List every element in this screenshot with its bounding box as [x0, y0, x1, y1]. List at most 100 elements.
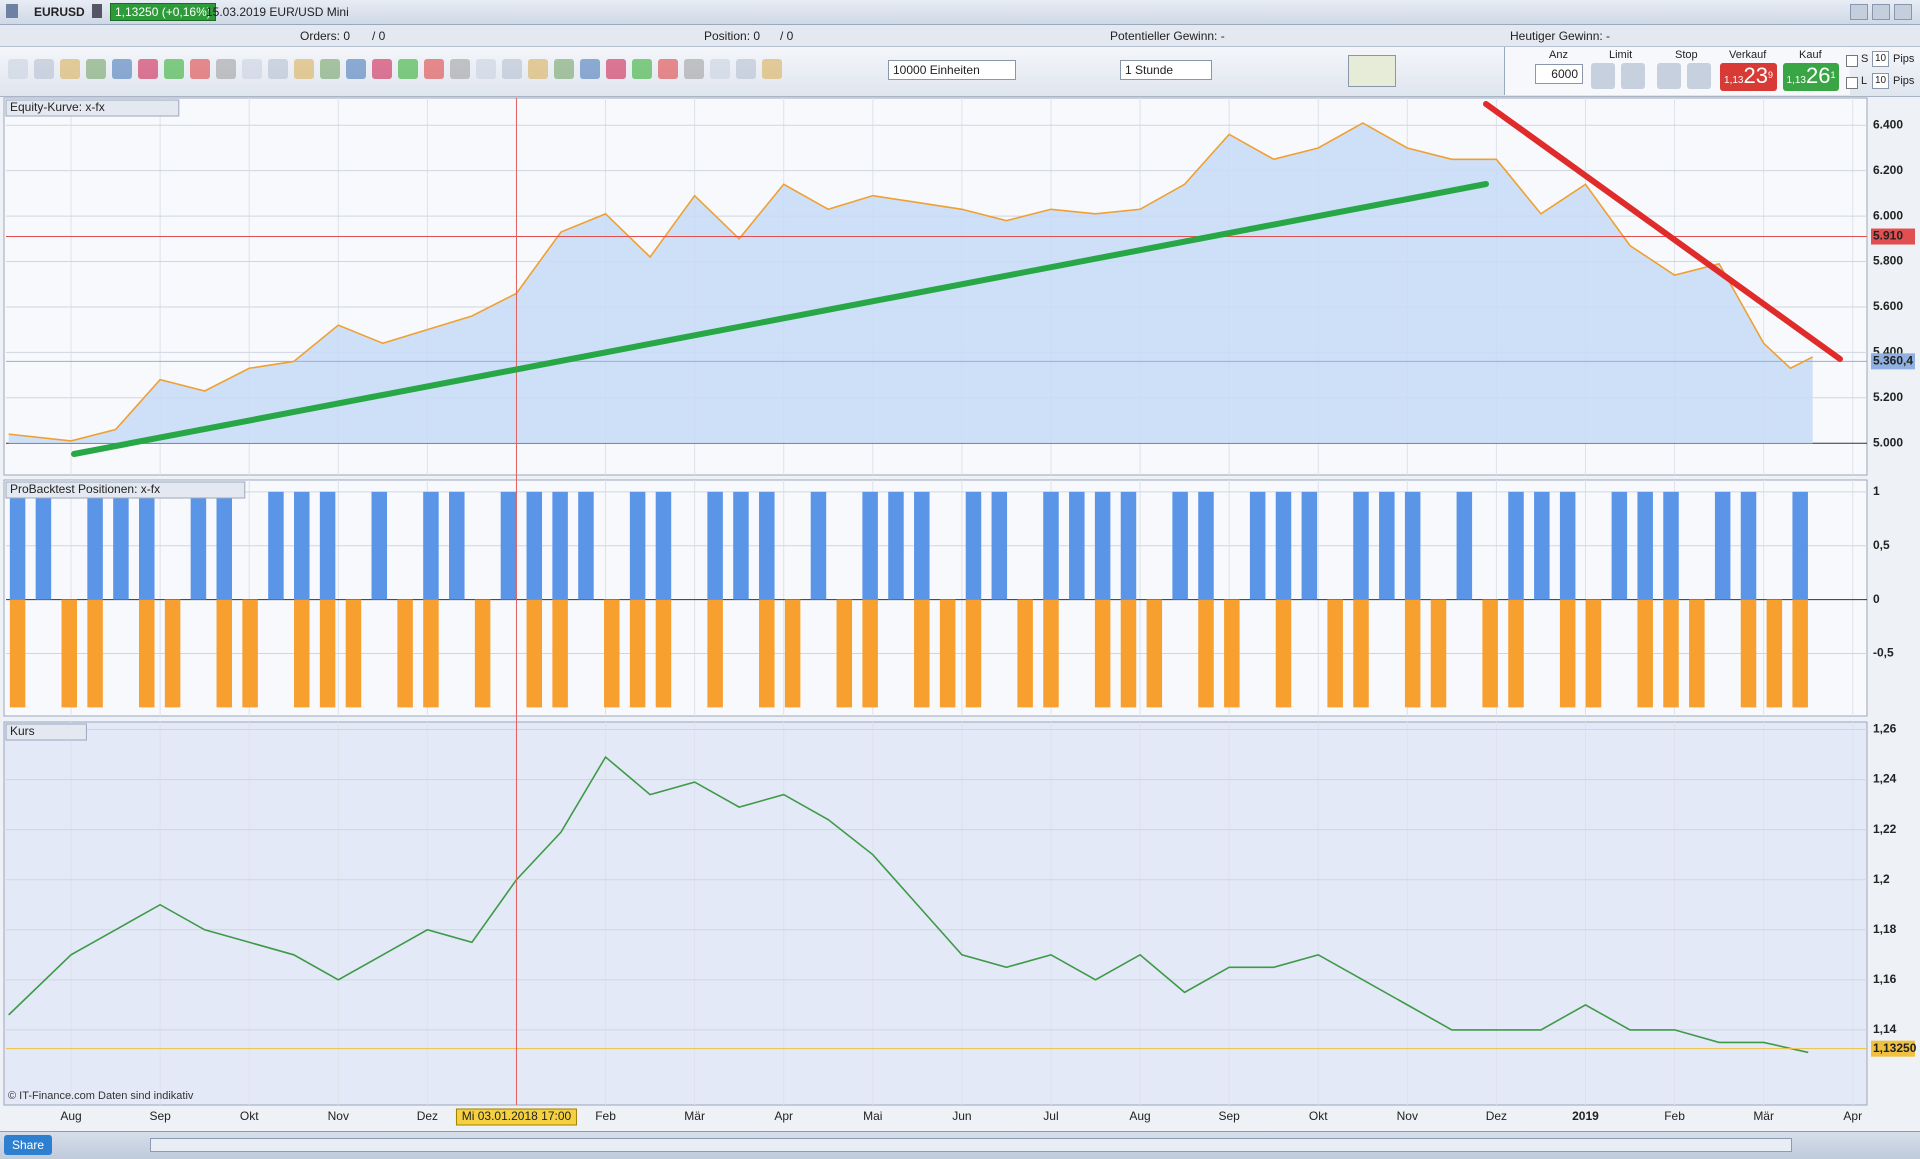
y-tick-label: 6.000 [1873, 208, 1903, 222]
position-bar [1069, 491, 1085, 600]
tool-icon[interactable] [60, 59, 80, 79]
limit-button[interactable] [1591, 63, 1615, 89]
tool-icon[interactable] [736, 59, 756, 79]
panel-title-box [5, 99, 180, 117]
tool-icon[interactable] [606, 59, 626, 79]
x-tick-label: Mär [1753, 1109, 1774, 1123]
tool-icon[interactable] [710, 59, 730, 79]
position-bar [9, 599, 26, 708]
tool-icon[interactable] [346, 59, 366, 79]
position-bar [1740, 599, 1757, 708]
y-tick-label: 1,26 [1873, 722, 1897, 736]
tool-icon[interactable] [320, 59, 340, 79]
trend-line-down [1483, 101, 1843, 362]
tool-icon[interactable] [580, 59, 600, 79]
window-button[interactable] [1872, 4, 1890, 20]
tool-icon[interactable] [554, 59, 574, 79]
stop-button[interactable] [1687, 63, 1711, 89]
tool-icon[interactable] [658, 59, 678, 79]
price-line [8, 755, 1809, 1054]
s-label: S [1861, 53, 1869, 65]
tool-icon[interactable] [528, 59, 548, 79]
tool-icon[interactable] [112, 59, 132, 79]
anz-input[interactable]: 6000 [1535, 64, 1583, 84]
status-bar: Orders: 0 / 0 Position: 0 / 0 Potentiell… [0, 25, 1920, 47]
position-bar [113, 491, 129, 600]
x-tick-label: Nov [1397, 1109, 1418, 1123]
buy-button[interactable]: 1,13261 [1783, 63, 1839, 91]
scrollbar[interactable] [150, 1138, 1792, 1152]
tool-icon[interactable] [424, 59, 444, 79]
tool-icon[interactable] [476, 59, 496, 79]
window-button[interactable] [1850, 4, 1868, 20]
tool-icon[interactable] [502, 59, 522, 79]
tool-icon[interactable] [294, 59, 314, 79]
position-bar [836, 599, 853, 708]
tool-icon[interactable] [216, 59, 236, 79]
position-bar [1508, 491, 1524, 600]
tool-icon[interactable] [684, 59, 704, 79]
level-box [1871, 228, 1915, 245]
tool-icon[interactable] [34, 59, 54, 79]
x-tick-label: Mai [863, 1109, 882, 1123]
tool-icon[interactable] [242, 59, 262, 79]
tool-icon[interactable] [190, 59, 210, 79]
tool-icon[interactable] [450, 59, 470, 79]
position-bar [1559, 599, 1576, 708]
limit-button[interactable] [1621, 63, 1645, 89]
tool-icon[interactable] [762, 59, 782, 79]
position-bar [604, 599, 620, 708]
tool-icon[interactable] [86, 59, 106, 79]
position-bar [1379, 491, 1395, 600]
s-pips-input[interactable]: 10 [1872, 51, 1890, 67]
position-bar [1327, 599, 1343, 708]
bottom-bar: Share [0, 1131, 1920, 1159]
position-bar [965, 491, 982, 600]
position-bar [526, 599, 543, 708]
y-tick-label: 6.200 [1873, 163, 1903, 177]
tool-icon[interactable] [138, 59, 158, 79]
position-bar [862, 491, 878, 600]
position-bar [1611, 491, 1628, 600]
close-button[interactable] [1894, 4, 1912, 20]
tool-icon[interactable] [8, 59, 28, 79]
s-checkbox[interactable] [1846, 55, 1858, 67]
tool-icon[interactable] [632, 59, 652, 79]
stop-button[interactable] [1657, 63, 1681, 89]
position-bar [1766, 599, 1783, 708]
l-pips-input[interactable]: 10 [1872, 73, 1890, 89]
position-bar [1120, 491, 1137, 600]
position-bar [1663, 599, 1679, 708]
position-bar [1043, 491, 1059, 600]
position-bar [1430, 599, 1447, 708]
l-checkbox[interactable] [1846, 77, 1858, 89]
position-bar [1146, 599, 1163, 708]
sell-button[interactable]: 1,13239 [1720, 63, 1777, 91]
x-tick-label: Aug [60, 1109, 81, 1123]
share-button[interactable]: Share [4, 1135, 53, 1155]
position-bar [1301, 491, 1318, 600]
panel-title-box [5, 723, 87, 741]
tool-icon[interactable] [372, 59, 392, 79]
level-label: 1,13250 [1873, 1041, 1917, 1055]
level-box [1871, 353, 1915, 370]
today-profit: Heutiger Gewinn: - [1510, 29, 1611, 43]
indicator-button[interactable] [1348, 55, 1396, 87]
position-bar [1740, 491, 1757, 600]
quantity-select[interactable]: 10000 Einheiten [888, 60, 1016, 80]
x-tick-label: Mär [684, 1109, 705, 1123]
position-bar [1689, 599, 1705, 708]
position-bar [1353, 491, 1369, 600]
tool-icon[interactable] [268, 59, 288, 79]
position-bar [578, 491, 594, 600]
x-tick-label: Apr [1843, 1109, 1862, 1123]
buy-label: Kauf [1799, 49, 1822, 61]
timeframe-select[interactable]: 1 Stunde [1120, 60, 1212, 80]
x-tick-label: 2019 [1572, 1109, 1599, 1123]
position-bar [914, 491, 930, 600]
orders-sep: / 0 [372, 29, 386, 43]
stop-label: Stop [1675, 49, 1698, 61]
tool-icon[interactable] [398, 59, 418, 79]
tool-icon[interactable] [164, 59, 184, 79]
info-icon[interactable] [92, 4, 102, 18]
